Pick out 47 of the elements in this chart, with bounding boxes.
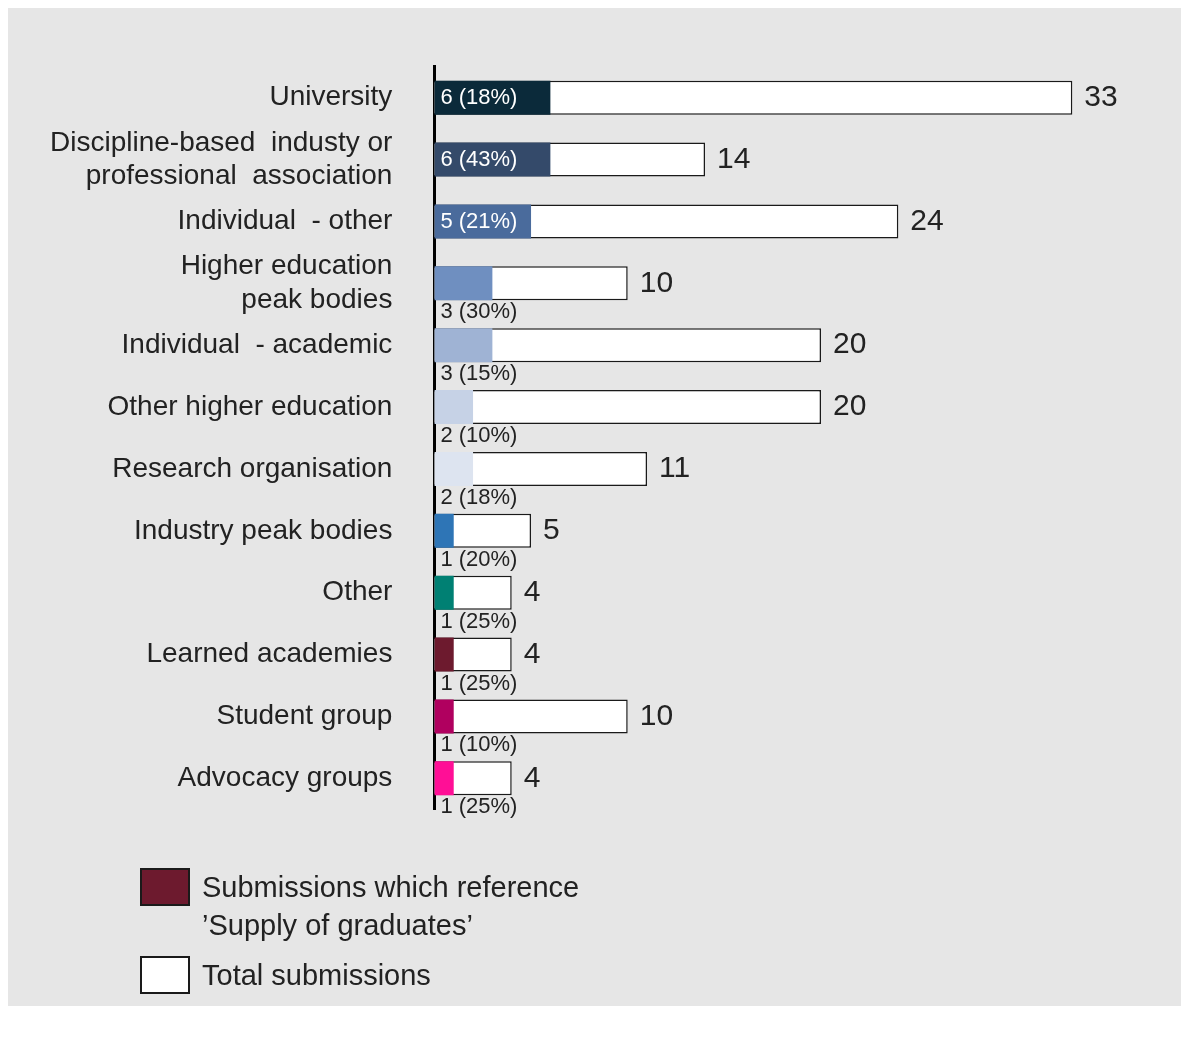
bar — [434, 761, 454, 796]
y-tick-label: Higher education peak bodies — [180, 249, 393, 314]
legend-label: Total submissions — [202, 958, 432, 993]
data-label: 10 — [639, 697, 674, 731]
data-label: 14 — [717, 140, 751, 174]
data-label: 4 — [523, 759, 541, 793]
bar — [434, 266, 493, 301]
y-tick-label: Industry peak bodies — [133, 513, 393, 545]
bar — [434, 699, 454, 734]
y-tick-label: Student group — [216, 699, 393, 731]
data-label: 33 — [1084, 79, 1118, 112]
data-label: 5 (21%) — [440, 207, 518, 233]
data-label: 4 — [523, 573, 541, 607]
data-label: 10 — [639, 264, 674, 298]
bar — [434, 513, 454, 548]
data-label: 1 (25%) — [440, 669, 518, 695]
data-label: 5 — [543, 512, 560, 546]
data-label: 2 (10%) — [440, 422, 518, 448]
data-label: 20 — [833, 388, 867, 422]
bar — [434, 575, 454, 610]
data-label: 1 (25%) — [440, 607, 518, 633]
data-label: 3 (30%) — [440, 298, 518, 324]
data-label: 1 (10%) — [440, 731, 518, 757]
legend-label: Submissions which reference ’Supply of graduates’ — [202, 870, 581, 943]
data-label: 6 (43%) — [440, 145, 518, 171]
data-label: 6 (18%) — [440, 83, 518, 109]
bar — [434, 390, 474, 425]
data-label: 24 — [910, 202, 944, 236]
y-tick-label: Individual - academic — [121, 327, 393, 359]
y-tick-label: Other higher education — [107, 389, 393, 421]
data-label: 20 — [833, 326, 867, 360]
y-tick-label: Advocacy groups — [177, 760, 393, 792]
data-label: 2 (18%) — [440, 484, 518, 510]
y-tick-label: Discipline-based industy or professional association — [49, 125, 393, 191]
y-tick-label: Other — [322, 575, 393, 607]
y-tick-label: Learned academies — [146, 637, 393, 669]
bar — [434, 637, 454, 672]
y-tick-label: Research organisation — [112, 451, 393, 483]
bar — [434, 451, 474, 486]
data-label: 11 — [659, 450, 691, 484]
data-label: 1 (25%) — [440, 793, 518, 819]
data-label: 3 (15%) — [440, 360, 518, 386]
bar — [434, 328, 493, 363]
y-tick-label: Individual - other — [177, 204, 393, 236]
data-label: 4 — [523, 635, 541, 669]
y-tick-label: University — [269, 80, 393, 112]
data-label: 1 (20%) — [440, 545, 518, 571]
